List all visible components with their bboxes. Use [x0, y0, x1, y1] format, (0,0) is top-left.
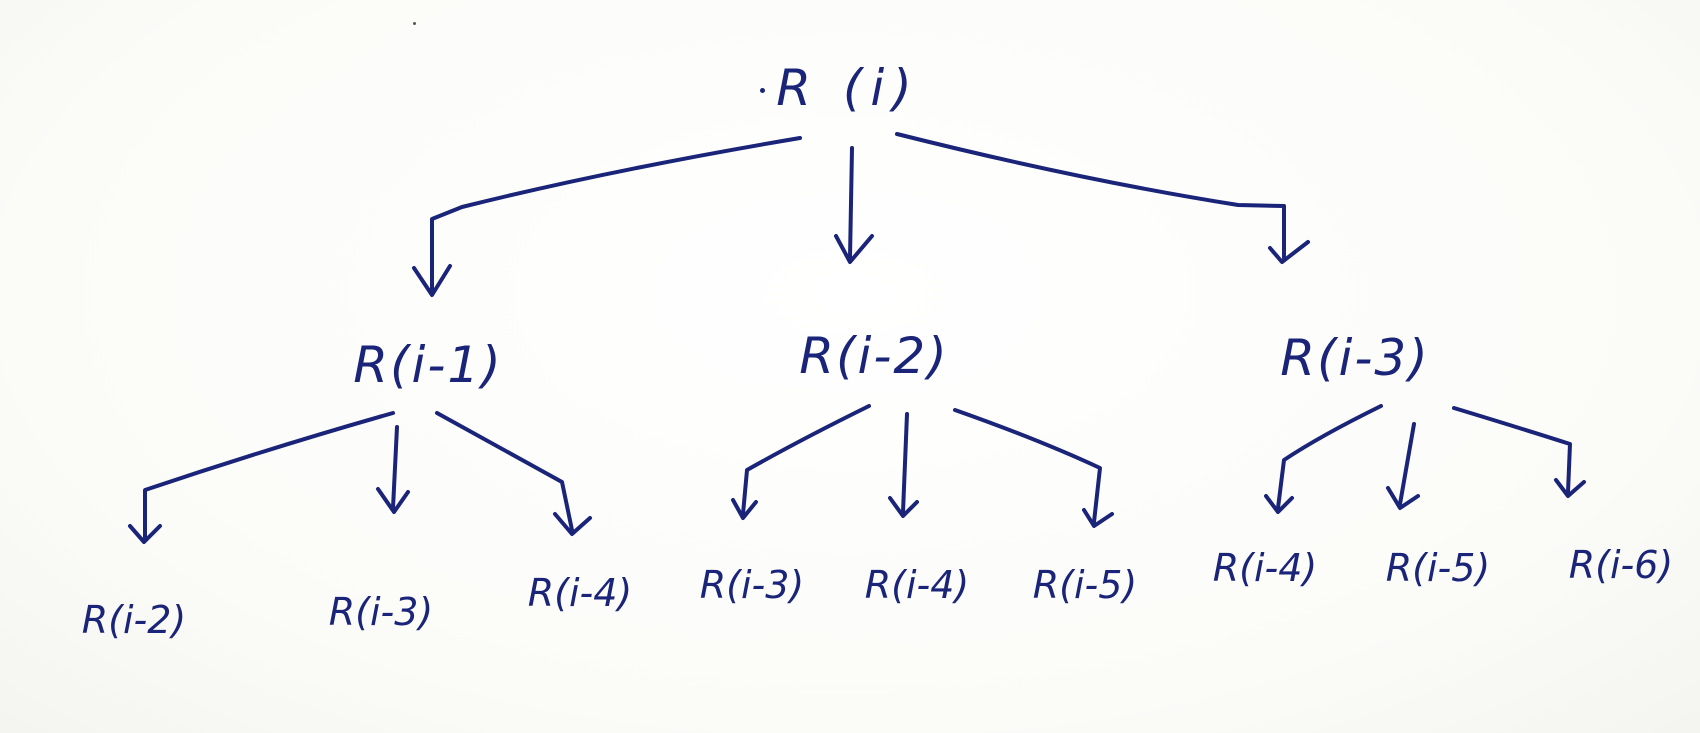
leaf-node-2-label: R(i-3)	[328, 590, 434, 634]
level1-node-3-label: R(i-3)	[1280, 329, 1430, 387]
leaf-node-6-label: R(i-5)	[1032, 563, 1138, 607]
level1-node-2-label: R(i-2)	[799, 327, 949, 385]
leaf-node-5-label: R(i-4)	[864, 563, 970, 607]
edge-root-to-node-2	[834, 146, 874, 264]
root-node-label: R (i)	[776, 59, 920, 117]
level1-node-1-label: R(i-1)	[353, 336, 503, 394]
leaf-node-8-label: R(i-5)	[1385, 546, 1491, 590]
edge-node-2-to-leaf-6	[953, 408, 1114, 528]
leaf-node-3-label: R(i-4)	[527, 571, 633, 615]
edge-root-to-node-3	[895, 132, 1310, 264]
leaf-node-1-label: R(i-2)	[81, 598, 187, 642]
leaf-node-4-label: R(i-3)	[699, 563, 805, 607]
edge-node-2-to-leaf-5	[888, 412, 919, 518]
leaf-node-9-label: R(i-6)	[1568, 543, 1674, 587]
edge-root-to-node-1	[412, 136, 802, 297]
edge-node-1-to-leaf-3	[435, 411, 592, 536]
pen-dot	[760, 88, 765, 93]
edge-node-1-to-leaf-2	[376, 425, 410, 514]
leaf-node-7-label: R(i-4)	[1212, 546, 1318, 590]
edge-node-3-to-leaf-8	[1386, 422, 1420, 510]
edge-node-2-to-leaf-4	[731, 404, 871, 520]
edge-node-1-to-leaf-1	[128, 411, 395, 544]
paper-speck	[413, 22, 416, 25]
edge-node-3-to-leaf-9	[1452, 406, 1586, 498]
edge-node-3-to-leaf-7	[1264, 404, 1383, 514]
